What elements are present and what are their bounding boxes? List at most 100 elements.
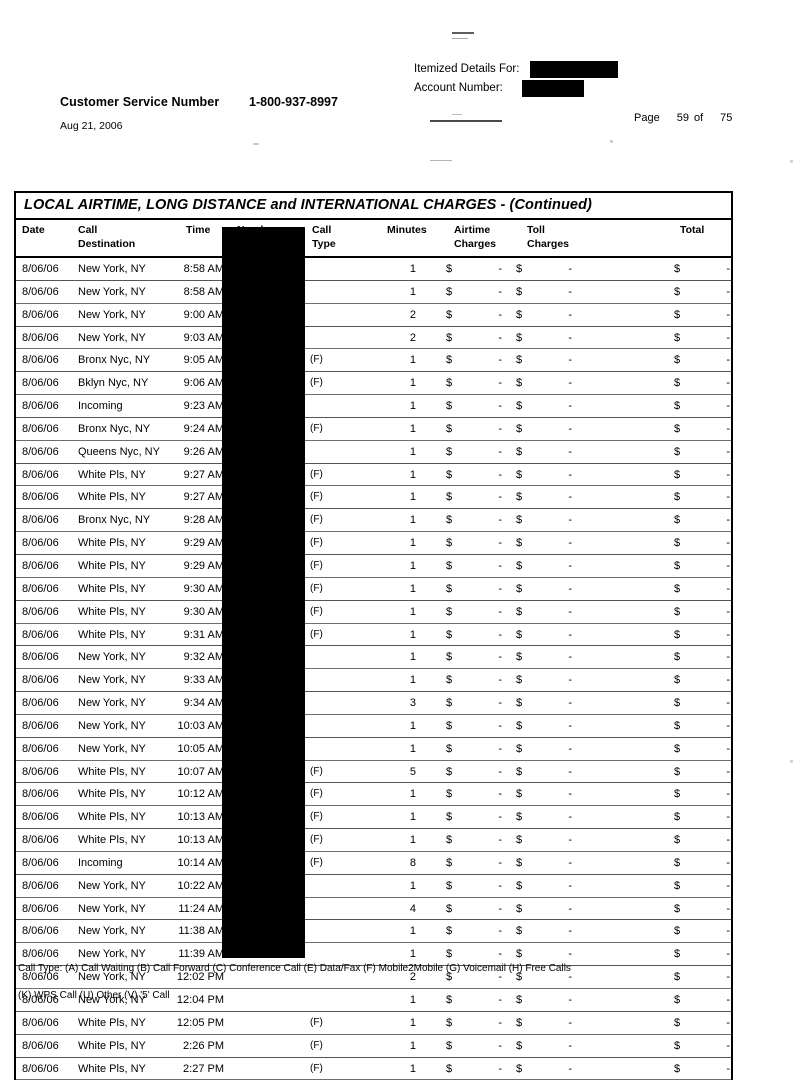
table-row[interactable]: 8/06/06 White Pls, NY 10:12 AM (F) 1 $ - $ - $ - [16,783,731,807]
table-row[interactable]: 8/06/06 White Pls, NY 9:29 AM (F) 1 $ - $ - $ - [16,532,731,555]
cell-date: 8/06/06 [22,537,59,550]
table-row[interactable]: 8/06/06 New York, NY 8:58 AM 1 $ - $ - $ - [16,258,731,281]
column-header-airtime-charges: Airtime Charges [454,223,496,251]
cell-call-destination: New York, NY [78,697,146,710]
table-row[interactable]: 8/06/06 Incoming 10:14 AM (F) 8 $ - $ - $ - [16,852,731,875]
cell-airtime-currency: $ [446,1039,453,1052]
cell-toll-charges: - [568,1016,572,1029]
account-number-row: Account Number: [414,79,618,98]
column-header-minutes: Minutes [387,224,427,236]
table-row[interactable]: 8/06/06 White Pls, NY 10:13 AM (F) 1 $ - $ - $ - [16,829,731,852]
table-row[interactable]: 8/06/06 Incoming 9:23 AM 1 $ - $ - $ - [16,395,731,418]
cell-time: 8:58 AM [183,263,224,275]
cell-call-type: (F) [310,537,323,549]
cell-minutes: 1 [409,354,416,367]
table-row[interactable]: 8/06/06 Bronx Nyc, NY 9:28 AM (F) 1 $ - $ - $ - [16,509,731,533]
account-number-label: Account Number: [414,82,503,94]
table-row[interactable]: 8/06/06 New York, NY 12:02 PM 2 $ - $ - $ - [16,966,731,989]
table-row[interactable]: 8/06/06 White Pls, NY 9:29 AM (F) 1 $ - $ - $ - [16,555,731,578]
cell-toll-currency: $ [516,834,523,847]
cell-call-destination: White Pls, NY [78,1039,146,1052]
cell-time: 9:00 AM [183,308,224,321]
table-row[interactable]: 8/06/06 Queens Nyc, NY 9:26 AM 1 $ - $ - $ - [16,441,731,464]
table-row[interactable]: 8/06/06 White Pls, NY 10:07 AM (F) 5 $ - $ - $ - [16,761,731,784]
column-header-toll-line1: Toll [527,224,545,236]
cell-minutes: 1 [409,377,416,390]
cell-minutes: 1 [409,925,416,938]
column-header-call-destination-line1: Call [78,224,98,236]
table-row[interactable]: 8/06/06 Bklyn Nyc, NY 9:06 AM (F) 1 $ - $ - $ - [16,372,731,396]
cell-total: - [726,605,730,618]
table-row[interactable]: 8/06/06 White Pls, NY 9:27 AM (F) 1 $ - $ - $ - [16,486,731,510]
cell-time: 9:06 AM [183,377,224,390]
cell-minutes: 1 [409,948,416,961]
cell-toll-currency: $ [516,400,523,413]
cell-minutes: 1 [409,445,416,458]
cell-call-destination: New York, NY [78,308,146,321]
cell-toll-charges: - [568,925,572,938]
cell-total-currency: $ [674,1062,681,1075]
table-row[interactable]: 8/06/06 White Pls, NY 9:27 AM (F) 1 $ - $ - $ - [16,464,731,487]
cell-airtime-currency: $ [446,674,453,687]
cell-airtime-charges: - [498,559,502,572]
table-row[interactable]: 8/06/06 New York, NY 12:04 PM 1 $ - $ - $ - [16,989,731,1012]
table-row[interactable]: 8/06/06 New York, NY 10:03 AM 1 $ - $ - $ - [16,715,731,738]
table-row[interactable]: 8/06/06 Bronx Nyc, NY 9:05 AM (F) 1 $ - $ - $ - [16,349,731,373]
cell-toll-currency: $ [516,994,523,1006]
table-row[interactable]: 8/06/06 White Pls, NY 12:05 PM (F) 1 $ - $ - $ - [16,1012,731,1035]
cell-minutes: 1 [409,491,416,504]
cell-airtime-currency: $ [446,377,453,390]
table-row[interactable]: 8/06/06 White Pls, NY 9:31 AM (F) 1 $ - $ - $ - [16,624,731,647]
table-row[interactable]: 8/06/06 White Pls, NY 9:30 AM (F) 1 $ - $ - $ - [16,601,731,624]
cell-airtime-currency: $ [446,856,453,869]
cell-airtime-currency: $ [446,925,453,938]
cell-total: - [726,1016,730,1029]
cell-time: 2:27 PM [183,1062,224,1075]
cell-call-destination: White Pls, NY [78,582,146,595]
table-row[interactable]: 8/06/06 New York, NY 9:33 AM 1 $ - $ - $ - [16,669,731,693]
cell-minutes: 1 [409,742,416,755]
table-row[interactable]: 8/06/06 New York, NY 10:05 AM 1 $ - $ - $ - [16,738,731,761]
cell-toll-charges: - [568,263,572,275]
table-row[interactable]: 8/06/06 White Pls, NY 2:27 PM (F) 1 $ - $ - $ - [16,1058,731,1080]
table-row[interactable]: 8/06/06 New York, NY 9:32 AM 1 $ - $ - $ - [16,646,731,670]
table-row[interactable]: 8/06/06 New York, NY 11:24 AM 4 $ - $ - $ - [16,898,731,921]
page-of-word: of [693,112,704,124]
cell-call-destination: New York, NY [78,925,146,938]
table-row[interactable]: 8/06/06 New York, NY 9:03 AM 2 $ - $ - $ - [16,327,731,350]
table-row[interactable]: 8/06/06 New York, NY 11:39 AM 1 $ - $ - $ - [16,943,731,967]
scan-artifact-top-secondary [452,38,468,39]
column-header-date: Date [22,224,45,236]
cell-total: - [726,925,730,938]
cell-toll-currency: $ [516,651,523,664]
cell-toll-currency: $ [516,788,523,801]
cell-minutes: 4 [409,902,416,915]
cell-toll-currency: $ [516,1016,523,1029]
table-row[interactable]: 8/06/06 New York, NY 9:34 AM 3 $ - $ - $ - [16,692,731,715]
cell-call-destination: White Pls, NY [78,468,146,481]
cell-toll-currency: $ [516,1039,523,1052]
table-row[interactable]: 8/06/06 New York, NY 9:00 AM 2 $ - $ - $ - [16,304,731,327]
cell-total-currency: $ [674,422,681,435]
cell-total: - [726,971,730,984]
cell-airtime-charges: - [498,834,502,847]
cell-call-type: (F) [310,605,323,617]
cell-toll-currency: $ [516,468,523,481]
table-row[interactable]: 8/06/06 New York, NY 11:38 AM 1 $ - $ - $ - [16,920,731,944]
cell-minutes: 1 [409,537,416,550]
table-row[interactable]: 8/06/06 White Pls, NY 9:30 AM (F) 1 $ - $ - $ - [16,578,731,601]
cell-total: - [726,674,730,687]
column-header-total: Total [680,224,705,236]
cell-toll-currency: $ [516,331,523,344]
cell-total-currency: $ [674,697,681,710]
table-row[interactable]: 8/06/06 White Pls, NY 2:26 PM (F) 1 $ - $ - $ - [16,1035,731,1058]
table-row[interactable]: 8/06/06 White Pls, NY 10:13 AM (F) 1 $ - $ - $ - [16,806,731,830]
table-row[interactable]: 8/06/06 New York, NY 10:22 AM 1 $ - $ - $ - [16,875,731,898]
cell-minutes: 1 [409,1062,416,1075]
table-row[interactable]: 8/06/06 New York, NY 8:58 AM 1 $ - $ - $ - [16,281,731,304]
cell-time: 10:05 AM [177,742,224,755]
table-row[interactable]: 8/06/06 Bronx Nyc, NY 9:24 AM (F) 1 $ - $ - $ - [16,418,731,441]
cell-call-type: (F) [310,1016,323,1028]
cell-date: 8/06/06 [22,285,59,298]
cell-total: - [726,788,730,801]
